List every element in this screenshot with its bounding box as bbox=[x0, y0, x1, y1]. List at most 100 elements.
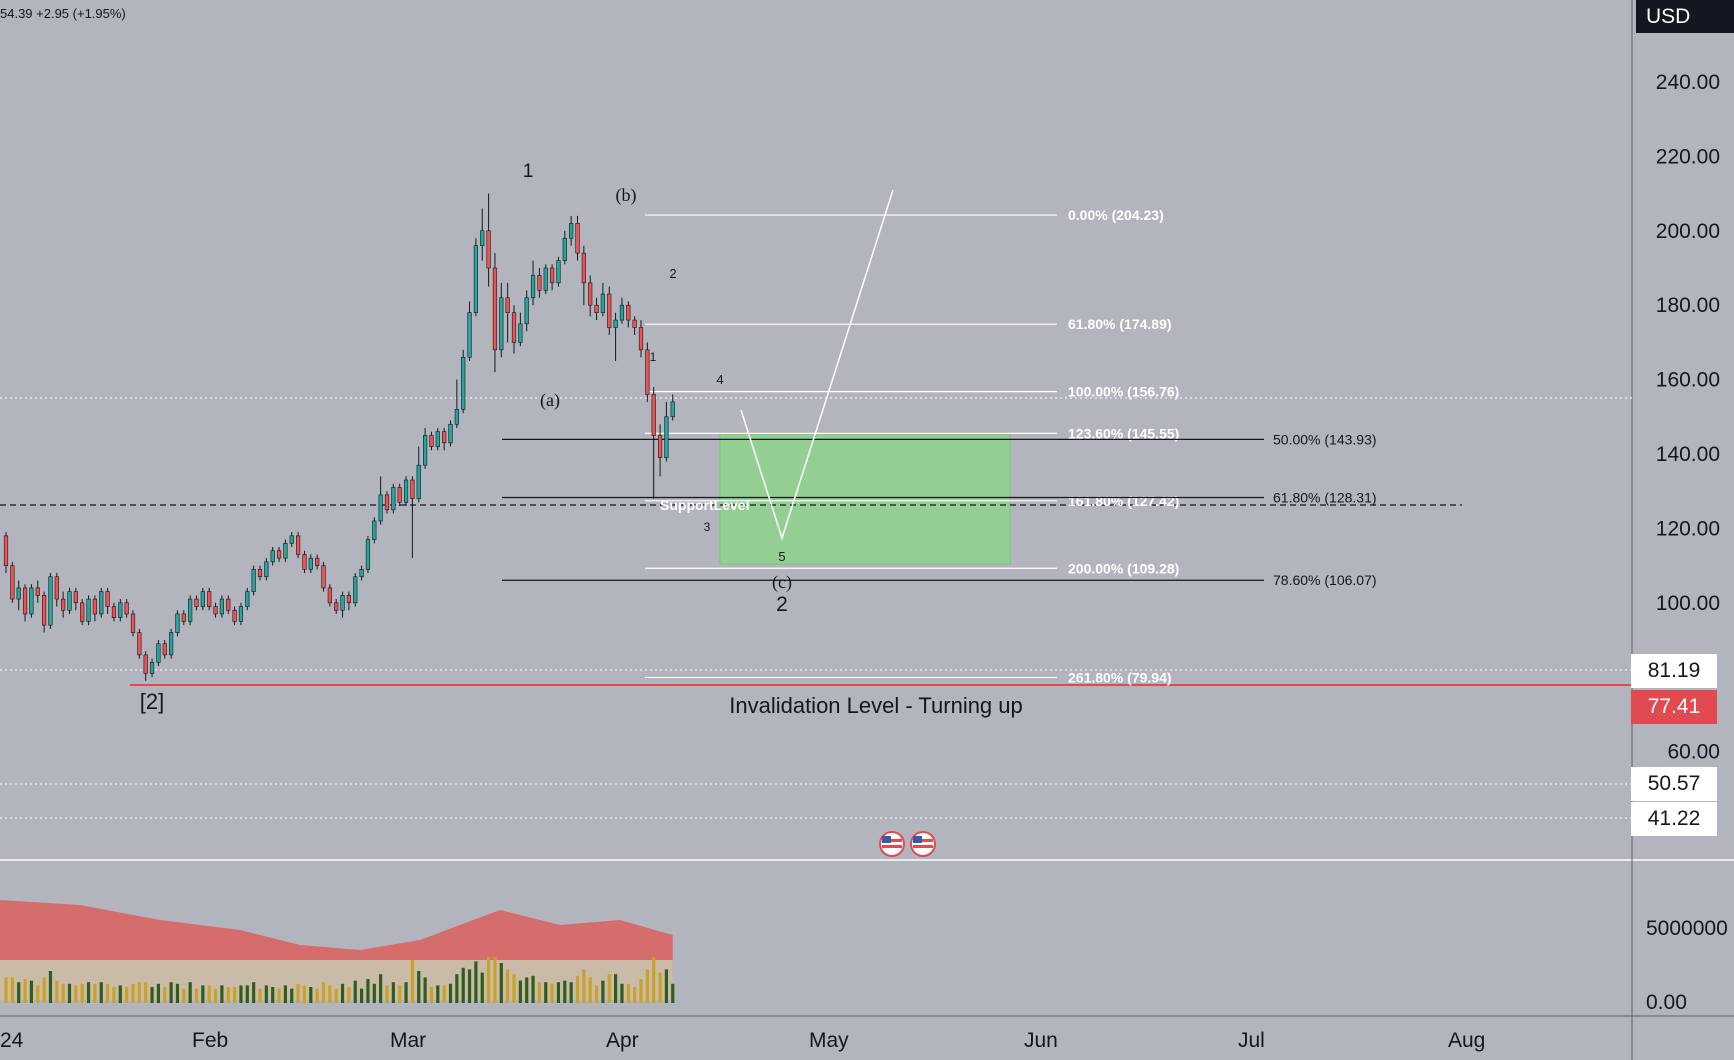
candle-body[interactable] bbox=[429, 435, 434, 447]
candle-body[interactable] bbox=[537, 275, 542, 291]
candle-body[interactable] bbox=[149, 662, 155, 674]
candle-body[interactable] bbox=[213, 606, 218, 615]
candle-body[interactable] bbox=[238, 606, 244, 622]
candle-body[interactable] bbox=[162, 643, 167, 656]
time-scale[interactable] bbox=[0, 1016, 1734, 1060]
candle-body[interactable] bbox=[657, 435, 663, 459]
candles[interactable] bbox=[3, 193, 675, 681]
candle-body[interactable] bbox=[169, 632, 174, 656]
candle-body[interactable] bbox=[492, 267, 498, 351]
candle-body[interactable] bbox=[448, 423, 453, 444]
candle-body[interactable] bbox=[556, 260, 561, 284]
candle-body[interactable] bbox=[473, 245, 479, 313]
fib-retracement-right[interactable]: 0.00% (204.23) 61.80% (174.89) 100.00% (15… bbox=[645, 207, 1179, 685]
candle-body[interactable] bbox=[73, 591, 78, 604]
candle-body[interactable] bbox=[384, 494, 390, 511]
candle-body[interactable] bbox=[353, 576, 358, 604]
candle-body[interactable] bbox=[200, 591, 205, 607]
candle-body[interactable] bbox=[29, 587, 34, 615]
candle-body[interactable] bbox=[638, 327, 644, 351]
candle-body[interactable] bbox=[289, 535, 294, 544]
candle-body[interactable] bbox=[10, 565, 15, 600]
candle-body[interactable] bbox=[251, 569, 256, 592]
candle-body[interactable] bbox=[207, 591, 212, 607]
candle-body[interactable] bbox=[118, 602, 123, 618]
candle-body[interactable] bbox=[549, 267, 555, 284]
candle-body[interactable] bbox=[359, 569, 364, 578]
target-zone-box[interactable] bbox=[719, 433, 1011, 565]
candle-body[interactable] bbox=[588, 282, 593, 306]
candle-body[interactable] bbox=[124, 602, 129, 615]
candle-body[interactable] bbox=[486, 230, 491, 269]
candle-body[interactable] bbox=[499, 297, 504, 351]
candle-body[interactable] bbox=[651, 394, 656, 436]
candle-body[interactable] bbox=[92, 598, 97, 615]
candle-body[interactable] bbox=[264, 561, 269, 578]
candle-body[interactable] bbox=[543, 267, 548, 291]
candle-body[interactable] bbox=[156, 643, 161, 663]
candle-body[interactable] bbox=[442, 431, 447, 444]
candle-body[interactable] bbox=[511, 312, 517, 343]
candle-body[interactable] bbox=[22, 587, 28, 615]
candle-body[interactable] bbox=[378, 494, 383, 522]
candle-body[interactable] bbox=[480, 230, 485, 246]
candle-body[interactable] bbox=[454, 409, 459, 425]
candle-body[interactable] bbox=[594, 304, 599, 313]
candle-body[interactable] bbox=[181, 613, 186, 622]
candle-body[interactable] bbox=[467, 312, 472, 358]
candle-body[interactable] bbox=[664, 416, 669, 459]
candle-body[interactable] bbox=[334, 602, 339, 611]
candle-body[interactable] bbox=[41, 595, 47, 626]
candle-body[interactable] bbox=[372, 520, 377, 540]
candle-body[interactable] bbox=[391, 487, 396, 511]
candle-body[interactable] bbox=[619, 304, 625, 321]
candle-body[interactable] bbox=[194, 598, 199, 607]
candle-body[interactable] bbox=[607, 293, 612, 328]
candle-body[interactable] bbox=[422, 435, 428, 466]
candle-body[interactable] bbox=[295, 535, 301, 555]
candle-body[interactable] bbox=[315, 557, 320, 566]
projection-path[interactable] bbox=[740, 189, 894, 541]
candle-body[interactable] bbox=[461, 356, 466, 410]
candle-body[interactable] bbox=[645, 349, 650, 395]
candle-body[interactable] bbox=[283, 542, 288, 559]
candle-body[interactable] bbox=[365, 539, 371, 570]
candle-body[interactable] bbox=[410, 479, 415, 499]
candle-body[interactable] bbox=[397, 487, 402, 503]
candle-body[interactable] bbox=[562, 237, 567, 261]
candle-body[interactable] bbox=[99, 591, 104, 615]
candle-body[interactable] bbox=[626, 304, 631, 321]
candle-body[interactable] bbox=[245, 591, 250, 607]
candle-body[interactable] bbox=[321, 565, 326, 589]
candle-body[interactable] bbox=[16, 587, 21, 600]
us-flag-icon[interactable] bbox=[879, 831, 905, 857]
candle-body[interactable] bbox=[137, 632, 142, 656]
candle-body[interactable] bbox=[505, 297, 510, 313]
candle-body[interactable] bbox=[435, 431, 440, 447]
candle-body[interactable] bbox=[575, 223, 580, 254]
candle-body[interactable] bbox=[3, 535, 9, 566]
candle-body[interactable] bbox=[219, 598, 225, 615]
candle-body[interactable] bbox=[581, 252, 586, 284]
candle-body[interactable] bbox=[302, 554, 307, 570]
candle-body[interactable] bbox=[232, 609, 237, 622]
candle-body[interactable] bbox=[600, 293, 605, 313]
candle-body[interactable] bbox=[346, 595, 352, 604]
candle-body[interactable] bbox=[105, 591, 110, 607]
candle-body[interactable] bbox=[130, 613, 136, 633]
candle-body[interactable] bbox=[61, 598, 66, 611]
candle-body[interactable] bbox=[188, 598, 193, 622]
candle-body[interactable] bbox=[308, 557, 313, 570]
candle-body[interactable] bbox=[632, 319, 637, 328]
candle-body[interactable] bbox=[257, 569, 263, 578]
price-scale[interactable] bbox=[1632, 0, 1734, 1016]
candle-body[interactable] bbox=[327, 587, 332, 604]
candle-body[interactable] bbox=[80, 602, 85, 622]
candle-body[interactable] bbox=[143, 654, 148, 674]
candle-body[interactable] bbox=[35, 587, 40, 596]
candle-body[interactable] bbox=[276, 550, 282, 559]
us-flag-icon[interactable] bbox=[910, 831, 936, 857]
candle-body[interactable] bbox=[403, 479, 409, 503]
candle-body[interactable] bbox=[416, 464, 421, 499]
